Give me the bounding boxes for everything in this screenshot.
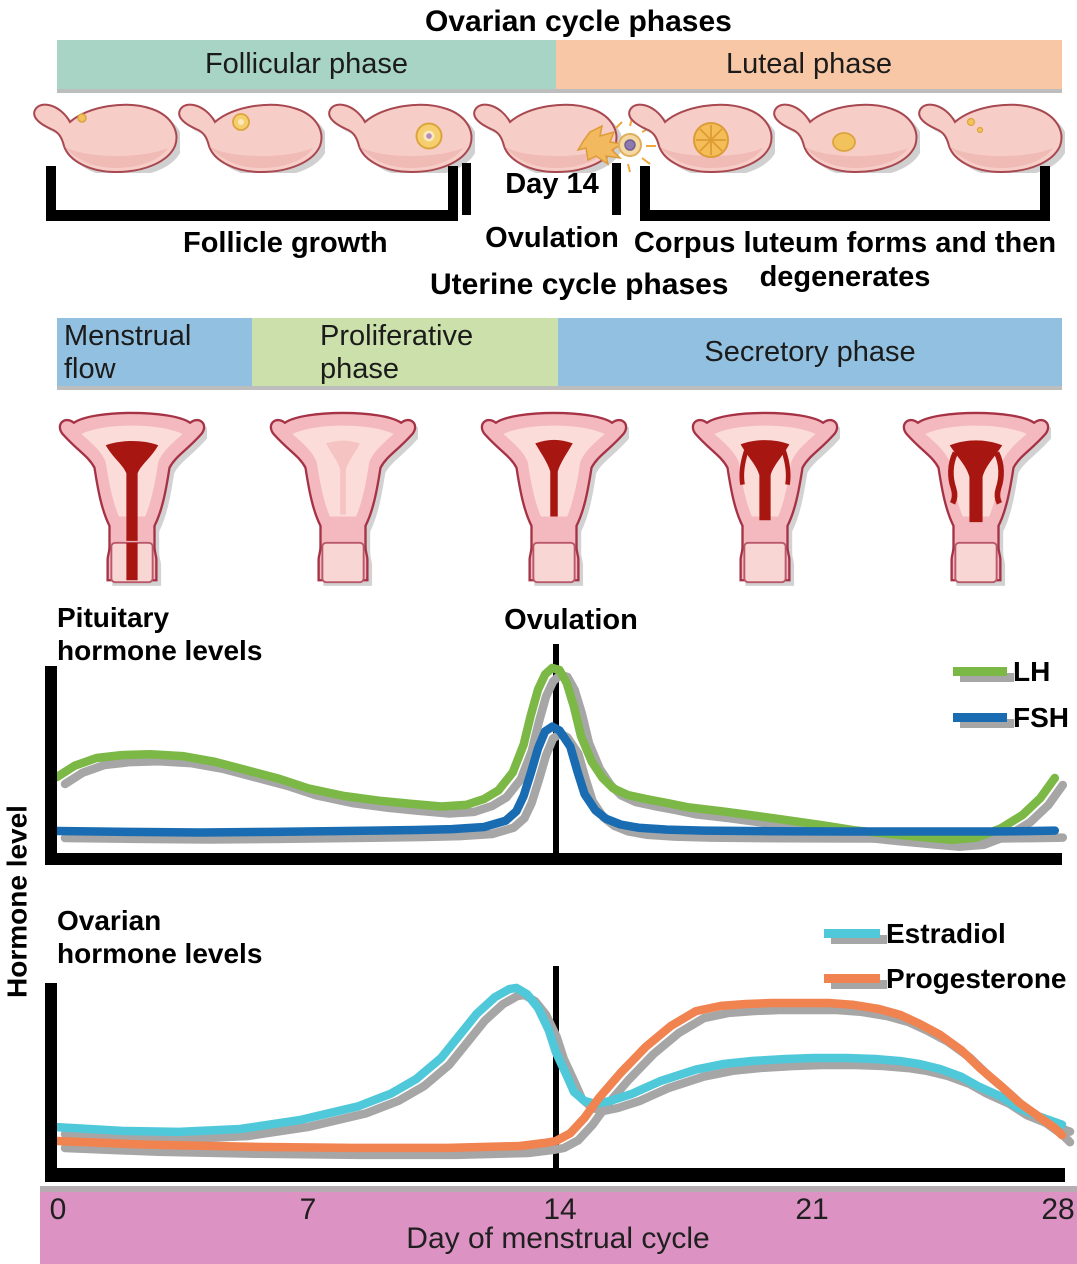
phase-bar-shadow xyxy=(57,89,1062,93)
uterus-illustration-late-secretory xyxy=(902,411,1051,586)
day-axis-title: Day of menstrual cycle xyxy=(406,1222,710,1255)
x-axis-chart1 xyxy=(45,853,1062,865)
menstrual-flow-label-line1: Menstrual xyxy=(64,320,192,352)
proliferative-phase-label-line2: phase xyxy=(320,353,400,385)
corpus-luteum-bracket-tick-left xyxy=(640,166,650,216)
lh-legend-label: LH xyxy=(1013,656,1051,687)
ovulation-line-chart1 xyxy=(553,644,559,856)
ovarian-hormone-chart xyxy=(45,966,1075,1182)
ovulation-bracket-tick-right xyxy=(612,163,621,215)
day-tick-14: 14 xyxy=(543,1193,577,1226)
corpus-luteum-bracket-bar xyxy=(640,210,1050,221)
pituitary-hormone-chart xyxy=(45,644,1068,865)
secretory-phase-bar: Secretory phase xyxy=(558,318,1062,386)
ovary-illustration-stage3 xyxy=(328,103,475,173)
ovarian-chart-title-line1: Ovarian xyxy=(57,905,162,936)
follicle-growth-label: Follicle growth xyxy=(183,227,388,259)
uterus-illustration-thin-lining xyxy=(269,411,418,586)
ovary-illustration-corpus-luteum xyxy=(628,103,775,173)
corpus-luteum-bracket-tick-right xyxy=(1040,166,1050,216)
ovulation-annotation: Ovulation xyxy=(504,604,638,636)
ovary-illustration-resting xyxy=(918,103,1065,173)
ovulation-bracket-tick-left xyxy=(462,163,471,215)
uterus-illustration-proliferating xyxy=(480,411,629,586)
y-axis-chart1 xyxy=(45,666,57,865)
ovary-illustration-ovulation xyxy=(473,103,656,173)
ovulation-day-label-line1: Day 14 xyxy=(505,168,599,200)
ovulation-line-chart2 xyxy=(553,966,559,1170)
ovulation-day-label-line2: Ovulation xyxy=(485,222,619,254)
curve-fsh xyxy=(60,729,1068,844)
day-axis-shadow-strip xyxy=(40,1186,1077,1192)
fsh-legend-swatch xyxy=(953,713,1007,722)
lh-legend-swatch xyxy=(953,667,1007,676)
follicle-growth-bracket-tick-left xyxy=(46,166,56,216)
corpus-luteum-label-line2: degenerates xyxy=(759,261,931,293)
menstrual-flow-label-line2: flow xyxy=(64,353,116,385)
day-tick-21: 21 xyxy=(795,1193,829,1226)
pituitary-chart-title-line1: Pituitary xyxy=(57,602,170,633)
secretory-phase-label: Secretory phase xyxy=(704,335,916,368)
day-tick-28: 28 xyxy=(1041,1193,1075,1226)
follicular-phase-label: Follicular phase xyxy=(204,48,409,80)
progesterone-legend-swatch xyxy=(824,974,880,983)
x-axis-chart2 xyxy=(45,1168,1065,1182)
fsh-legend-label: FSH xyxy=(1013,702,1069,733)
estradiol-legend-swatch xyxy=(824,929,880,938)
ovary-illustration-stage1 xyxy=(33,103,180,173)
curve-fsh xyxy=(52,722,1060,837)
menstrual-flow-bar: Menstrual flow xyxy=(57,318,252,386)
ovarian-chart-title-line2: hormone levels xyxy=(57,938,263,969)
follicle-growth-bracket-tick-right xyxy=(448,166,458,216)
ovary-illustration-degenerating xyxy=(773,103,920,173)
follicle-growth-bracket-bar xyxy=(46,210,458,221)
y-axis-chart2 xyxy=(45,983,57,1182)
curve-progesterone xyxy=(52,998,1067,1153)
luteal-phase-bar: Luteal phase xyxy=(556,40,1062,89)
ovary-illustration-stage2 xyxy=(178,103,325,173)
day-tick-0: 0 xyxy=(49,1193,67,1226)
day-tick-7: 7 xyxy=(299,1193,317,1226)
uterine-cycle-title: Uterine cycle phases xyxy=(430,268,729,301)
ovarian-cycle-title: Ovarian cycle phases xyxy=(425,5,732,38)
estradiol-legend-label: Estradiol xyxy=(886,918,1006,949)
luteal-phase-label: Luteal phase xyxy=(725,48,893,80)
progesterone-legend-label: Progesterone xyxy=(886,963,1067,994)
curve-estradiol xyxy=(52,983,1067,1137)
uterus-illustration-secretory xyxy=(691,411,840,586)
pituitary-chart-title-line2: hormone levels xyxy=(57,635,263,666)
phase-bar-shadow-2 xyxy=(57,386,1062,390)
proliferative-phase-label-line1: Proliferative xyxy=(320,320,474,352)
corpus-luteum-label-line1: Corpus luteum forms and then xyxy=(633,227,1057,259)
proliferative-phase-bar: Proliferative phase xyxy=(252,318,558,386)
follicular-phase-bar: Follicular phase xyxy=(57,40,556,89)
day-axis-bar xyxy=(40,1186,1077,1264)
uterus-illustration-menstrual xyxy=(58,411,207,586)
